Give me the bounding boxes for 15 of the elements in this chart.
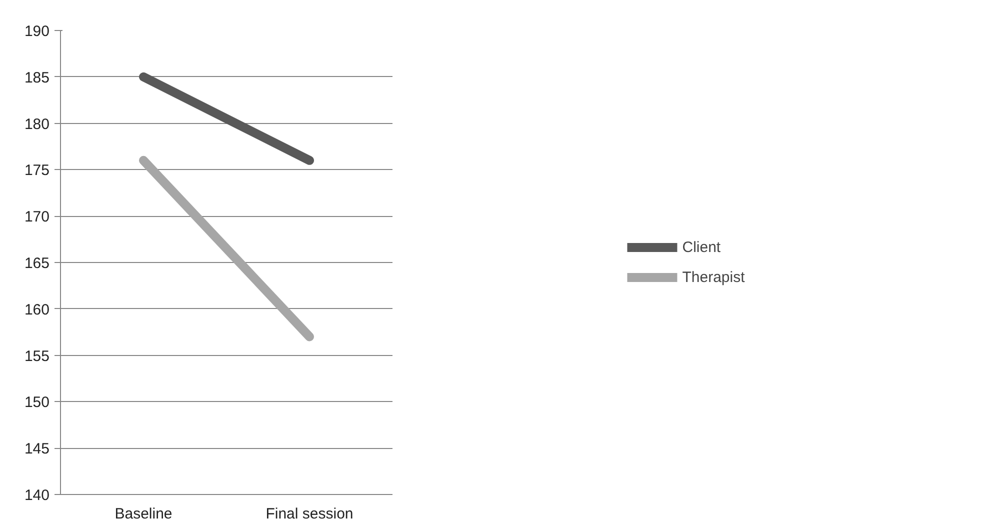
legend-label: Client xyxy=(682,238,721,256)
y-tick-label: 190 xyxy=(24,23,50,40)
y-tick-label: 145 xyxy=(24,440,50,458)
y-tick-label: 165 xyxy=(24,255,50,272)
y-tick-label: 185 xyxy=(24,69,50,86)
y-tick-label: 150 xyxy=(24,394,50,412)
y-tick-label: 175 xyxy=(24,162,50,180)
y-tick-label: 140 xyxy=(24,487,50,504)
y-tick-label: 170 xyxy=(24,208,50,226)
y-tick-label: 155 xyxy=(24,348,50,365)
y-tick-label: 180 xyxy=(24,116,50,133)
x-tick-label: Baseline xyxy=(114,506,172,522)
legend-label: Therapist xyxy=(682,268,745,286)
y-tick-label: 160 xyxy=(24,301,50,318)
x-tick-label: Final session xyxy=(266,506,354,522)
